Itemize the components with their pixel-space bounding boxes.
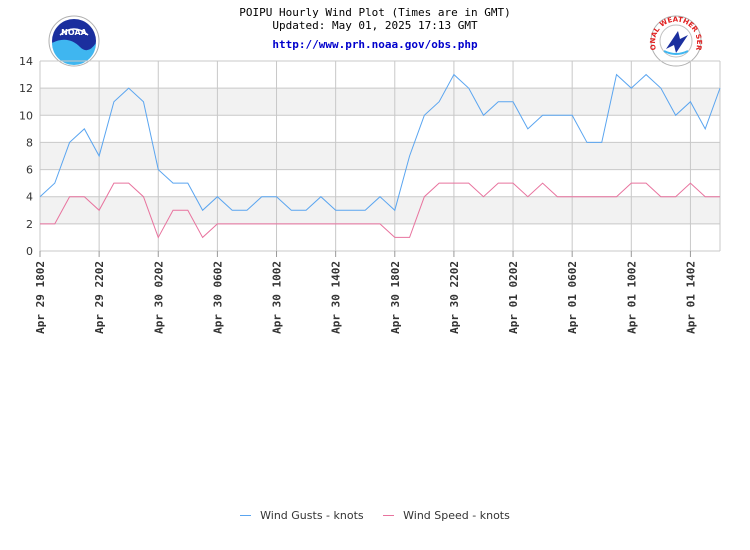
chart-header: POIPU Hourly Wind Plot (Times are in GMT… [0, 6, 750, 51]
vertical-gridlines [39, 61, 721, 257]
plot-band [40, 142, 720, 170]
x-tick-label: Apr 30 1402 [330, 261, 343, 334]
series-lines [39, 73, 721, 239]
y-tick-label: 2 [26, 218, 33, 231]
legend-swatch-speed [383, 515, 395, 516]
x-tick-label: Apr 01 1002 [625, 261, 638, 334]
y-axis-tick-labels: 0 2 4 6 8 10 12 14 [19, 55, 33, 258]
legend-swatch-gusts [240, 515, 252, 516]
y-tick-label: 8 [26, 136, 33, 149]
noaa-logo: NOAA [48, 15, 100, 67]
legend-item-speed: Wind Speed - knots [383, 509, 510, 522]
y-tick-label: 4 [26, 191, 33, 204]
y-tick-label: 14 [19, 55, 33, 68]
legend-item-gusts: Wind Gusts - knots [240, 509, 364, 522]
y-tick-label: 10 [19, 109, 33, 122]
wind-gusts-line [39, 73, 721, 212]
x-tick-label: Apr 01 1402 [684, 261, 697, 334]
updated-timestamp: Updated: May 01, 2025 17:13 GMT [272, 19, 478, 32]
x-tick-label: Apr 30 1802 [389, 261, 402, 334]
x-tick-label: Apr 01 0202 [507, 261, 520, 334]
x-tick-label: Apr 29 2202 [93, 261, 106, 334]
x-axis-tick-labels: Apr 29 1802 Apr 29 2202 Apr 30 0202 Apr 30 … [34, 261, 697, 334]
plot-band [40, 196, 720, 224]
wind-speed-line [40, 182, 720, 239]
x-tick-label: Apr 01 0602 [566, 261, 579, 334]
x-tick-label: Apr 30 0602 [211, 261, 224, 334]
plot-band [40, 88, 720, 116]
x-tick-label: Apr 30 1002 [271, 261, 284, 334]
y-tick-label: 6 [26, 164, 33, 177]
x-tick-label: Apr 29 1802 [34, 261, 47, 334]
noaa-logo-text: NOAA [61, 28, 87, 37]
chart-title: POIPU Hourly Wind Plot (Times are in GMT… [239, 6, 511, 19]
x-tick-label: Apr 30 2202 [448, 261, 461, 334]
y-tick-label: 12 [19, 82, 33, 95]
legend: Wind Gusts - knots Wind Speed - knots [0, 506, 750, 522]
nws-logo: NATIONAL WEATHER SERVICE [649, 15, 703, 67]
y-tick-label: 0 [26, 245, 33, 258]
x-tick-label: Apr 30 0202 [152, 261, 165, 334]
legend-label-gusts: Wind Gusts - knots [260, 509, 364, 522]
legend-label-speed: Wind Speed - knots [403, 509, 510, 522]
plot-bands [40, 88, 720, 224]
source-url[interactable]: http://www.prh.noaa.gov/obs.php [272, 38, 478, 51]
